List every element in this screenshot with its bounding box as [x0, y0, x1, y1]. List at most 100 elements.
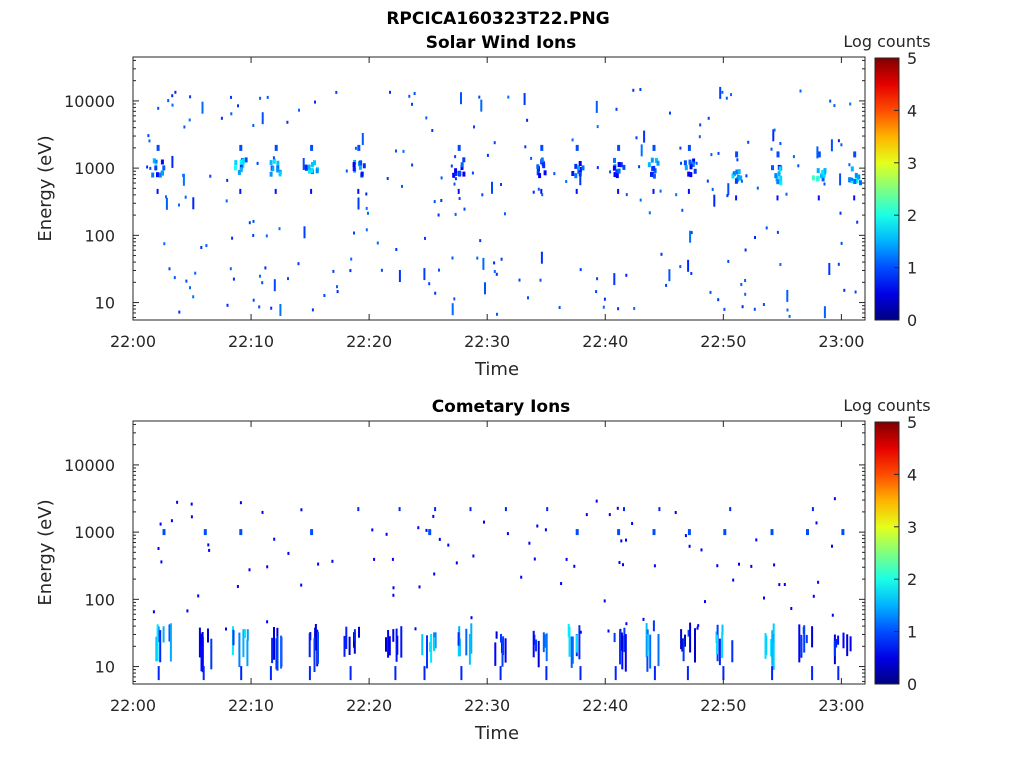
data-cell: [659, 189, 662, 193]
data-cell: [454, 177, 457, 181]
data-cell: [148, 139, 151, 143]
data-cell: [361, 133, 364, 145]
colorbar-tick-label: 1: [907, 623, 917, 642]
data-cell: [152, 610, 155, 614]
data-cell: [816, 146, 819, 159]
data-cell: [652, 188, 655, 194]
data-cell: [792, 155, 795, 159]
data-cell: [613, 157, 616, 163]
data-cell: [349, 269, 352, 273]
data-cell: [182, 173, 185, 186]
data-cell: [848, 163, 851, 167]
data-cell: [613, 632, 616, 643]
data-cell: [775, 176, 779, 182]
data-cell: [837, 635, 840, 645]
data-cell: [613, 273, 616, 286]
data-cell: [765, 226, 768, 230]
data-cell: [816, 168, 820, 174]
data-cell: [829, 99, 832, 103]
data-cell: [625, 622, 628, 626]
data-cell: [622, 164, 626, 170]
data-cell: [713, 194, 716, 207]
data-cell: [576, 634, 578, 653]
data-cell: [642, 617, 645, 621]
data-cell: [739, 175, 743, 181]
data-cell: [437, 213, 440, 217]
data-cell: [151, 172, 155, 178]
data-cell: [790, 607, 793, 610]
data-cell: [273, 537, 276, 541]
y-axis-label: Energy (eV): [35, 499, 56, 605]
data-cell: [506, 532, 509, 536]
data-cell: [460, 162, 464, 168]
data-cell: [198, 627, 201, 658]
data-cell: [603, 599, 606, 603]
data-cell: [225, 627, 227, 631]
data-cell: [203, 529, 207, 536]
data-cell: [233, 165, 237, 171]
data-cell: [155, 636, 158, 662]
data-cell: [779, 142, 782, 145]
data-cell: [737, 174, 740, 180]
data-cell: [688, 544, 691, 548]
data-cell: [526, 118, 529, 122]
data-cell: [773, 563, 776, 567]
data-cell: [835, 639, 838, 648]
colorbar: [874, 421, 900, 685]
data-cell: [738, 562, 740, 566]
data-cell: [197, 594, 200, 598]
data-cell: [504, 212, 506, 216]
data-cell: [432, 514, 435, 518]
data-cell: [163, 242, 166, 246]
data-cell: [532, 630, 535, 658]
data-cell: [579, 268, 582, 272]
data-cell: [353, 631, 356, 654]
data-cell: [504, 638, 507, 663]
data-cell: [527, 296, 529, 300]
data-cell: [200, 246, 203, 249]
data-cell: [201, 637, 204, 673]
data-cell: [846, 634, 849, 657]
data-cell: [608, 513, 611, 517]
data-cell: [465, 628, 468, 656]
data-cell: [615, 173, 619, 179]
data-cell: [558, 306, 561, 309]
data-cell: [458, 197, 461, 200]
data-cell: [266, 95, 269, 99]
data-cell: [779, 175, 783, 181]
y-axis-label: Energy (eV): [35, 135, 56, 241]
data-cell: [853, 151, 857, 158]
data-cell: [359, 160, 363, 166]
data-cell: [624, 634, 627, 672]
x-tick-label: 22:30: [464, 696, 510, 715]
data-cell: [735, 151, 739, 158]
data-cell: [156, 188, 159, 194]
data-cell: [373, 557, 376, 561]
data-cell: [831, 613, 834, 617]
data-cell: [595, 499, 598, 503]
data-cell: [679, 265, 682, 269]
data-cell: [565, 557, 568, 561]
data-cell: [171, 155, 174, 168]
data-cell: [716, 564, 719, 568]
data-cell: [773, 128, 776, 132]
data-cell: [643, 130, 646, 143]
data-cell: [313, 160, 316, 166]
data-cell: [656, 160, 660, 166]
data-cell: [539, 278, 542, 282]
data-cell: [540, 144, 544, 151]
data-cell: [493, 261, 496, 265]
data-cell: [331, 559, 334, 563]
data-cell: [692, 158, 696, 164]
data-cell: [494, 642, 497, 666]
data-cell: [691, 161, 695, 167]
data-cell: [744, 248, 747, 252]
data-cell: [286, 120, 289, 124]
data-cell: [248, 221, 251, 225]
panel-solar-wind-ions: 22:00 22:10 22:20 22:30 22:40 22:50 23:0010100…: [35, 32, 931, 380]
data-cell: [252, 298, 255, 302]
data-cell: [823, 182, 826, 186]
data-cell: [568, 626, 571, 657]
data-cell: [261, 281, 264, 285]
data-cell: [149, 166, 152, 170]
